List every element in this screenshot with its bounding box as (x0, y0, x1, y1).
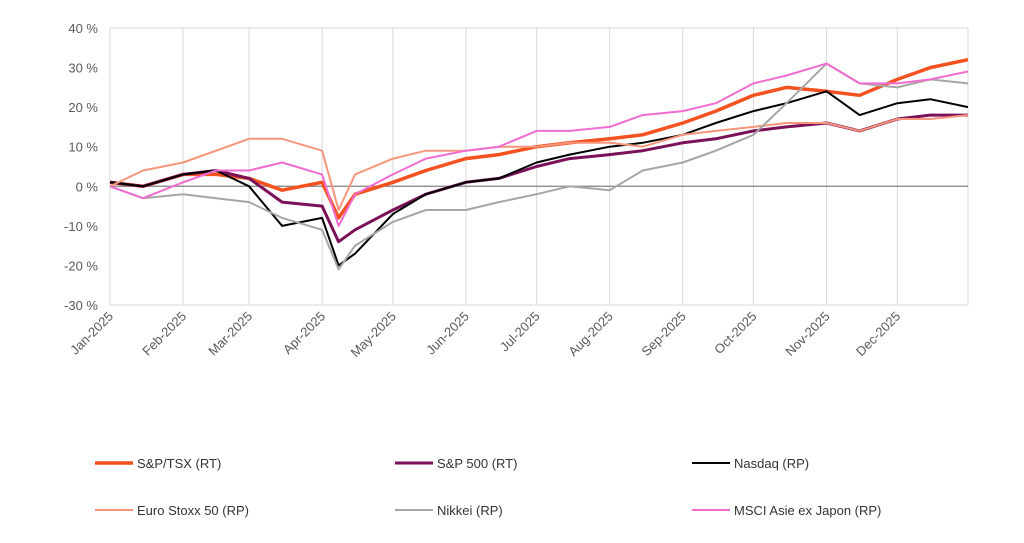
legend-item: S&P 500 (RT) (395, 456, 517, 471)
series-lines (109, 57, 969, 271)
x-tick-label: Oct-2025 (711, 309, 759, 357)
y-tick-label: 40 % (68, 21, 98, 36)
x-tick-label: Dec-2025 (853, 309, 903, 359)
x-axis: Jan-2025 Feb-2025 Mar-2025 Apr-2025 May-2025… (67, 309, 903, 360)
x-tick-label: Aug-2025 (565, 309, 615, 359)
x-tick-label: Jul-2025 (497, 309, 543, 355)
y-tick-label: -30 % (64, 298, 98, 313)
legend-label: S&P/TSX (RT) (137, 456, 221, 471)
legend-item: Nikkei (RP) (395, 503, 503, 518)
x-tick-label: Sep-2025 (638, 309, 688, 359)
legend-item: Euro Stoxx 50 (RP) (95, 503, 249, 518)
series-line-4 (109, 62, 969, 271)
legend-label: MSCI Asie ex Japon (RP) (734, 503, 881, 518)
x-tick-label: Mar-2025 (205, 309, 255, 359)
series-line-3 (109, 114, 969, 211)
series-line-0 (109, 57, 969, 220)
x-tick-label: Feb-2025 (139, 309, 189, 359)
legend-item: Nasdaq (RP) (692, 456, 809, 471)
legend-item: S&P/TSX (RT) (95, 456, 221, 471)
y-tick-label: 10 % (68, 140, 98, 155)
legend-label: S&P 500 (RT) (437, 456, 517, 471)
series-line-5 (109, 62, 969, 227)
y-tick-label: 0 % (76, 179, 99, 194)
y-tick-label: -20 % (64, 258, 98, 273)
x-tick-label: Jun-2025 (423, 309, 472, 358)
x-tick-label: Jan-2025 (67, 309, 116, 358)
gridlines (109, 27, 969, 306)
series-line-2 (109, 90, 969, 267)
x-tick-label: Nov-2025 (782, 309, 832, 359)
legend-label: Nasdaq (RP) (734, 456, 809, 471)
legend: S&P/TSX (RT) S&P 500 (RT) Nasdaq (RP) Euro … (95, 456, 881, 518)
legend-label: Euro Stoxx 50 (RP) (137, 503, 249, 518)
legend-item: MSCI Asie ex Japon (RP) (692, 503, 881, 518)
y-tick-label: -10 % (64, 219, 98, 234)
y-axis: -30 % -20 % -10 % 0 % 10 % 20 % 30 % 40 % (64, 21, 98, 313)
x-tick-label: May-2025 (347, 309, 398, 360)
y-tick-label: 20 % (68, 100, 98, 115)
y-tick-label: 30 % (68, 61, 98, 76)
x-tick-label: Apr-2025 (280, 309, 328, 357)
legend-label: Nikkei (RP) (437, 503, 503, 518)
